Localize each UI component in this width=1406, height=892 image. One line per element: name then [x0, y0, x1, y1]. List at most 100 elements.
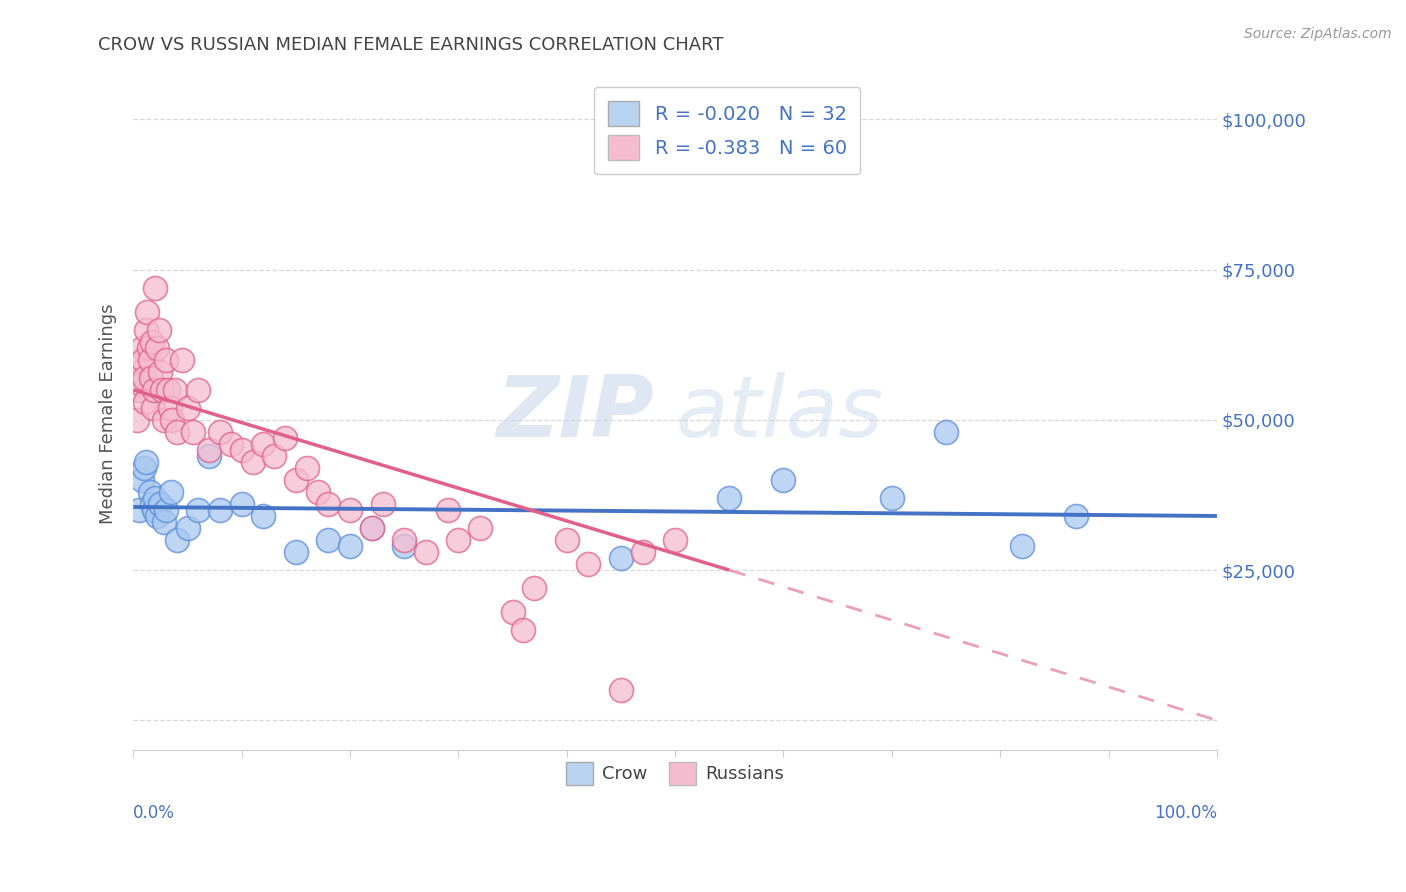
Point	[187, 383, 209, 397]
Point	[1064, 508, 1087, 523]
Point	[162, 413, 184, 427]
Point	[447, 533, 470, 547]
Point	[198, 442, 221, 457]
Point	[143, 491, 166, 505]
Point	[631, 545, 654, 559]
Point	[394, 539, 416, 553]
Point	[166, 533, 188, 547]
Point	[141, 334, 163, 349]
Point	[198, 449, 221, 463]
Point	[131, 341, 153, 355]
Point	[307, 485, 329, 500]
Point	[208, 425, 231, 439]
Point	[610, 551, 633, 566]
Point	[156, 383, 179, 397]
Point	[163, 383, 186, 397]
Point	[231, 497, 253, 511]
Point	[718, 491, 741, 505]
Point	[252, 508, 274, 523]
Point	[231, 442, 253, 457]
Point	[148, 323, 170, 337]
Point	[159, 401, 181, 415]
Point	[150, 383, 173, 397]
Point	[134, 395, 156, 409]
Point	[160, 485, 183, 500]
Point	[176, 521, 198, 535]
Y-axis label: Median Female Earnings: Median Female Earnings	[100, 303, 117, 524]
Point	[142, 503, 165, 517]
Point	[136, 304, 159, 318]
Point	[146, 508, 169, 523]
Point	[502, 605, 524, 619]
Text: 0.0%: 0.0%	[134, 805, 176, 822]
Point	[152, 413, 174, 427]
Point	[360, 521, 382, 535]
Point	[135, 455, 157, 469]
Text: atlas: atlas	[675, 372, 883, 455]
Point	[339, 503, 361, 517]
Point	[128, 503, 150, 517]
Point	[181, 425, 204, 439]
Point	[219, 437, 242, 451]
Point	[134, 371, 156, 385]
Legend: Crow, Russians: Crow, Russians	[558, 756, 792, 792]
Point	[166, 425, 188, 439]
Point	[339, 539, 361, 553]
Point	[360, 521, 382, 535]
Point	[512, 623, 534, 637]
Text: Source: ZipAtlas.com: Source: ZipAtlas.com	[1244, 27, 1392, 41]
Point	[394, 533, 416, 547]
Point	[132, 352, 155, 367]
Point	[610, 683, 633, 698]
Point	[295, 461, 318, 475]
Point	[125, 413, 148, 427]
Text: 100.0%: 100.0%	[1154, 805, 1218, 822]
Point	[134, 461, 156, 475]
Point	[935, 425, 957, 439]
Point	[523, 581, 546, 595]
Point	[284, 545, 307, 559]
Point	[131, 473, 153, 487]
Point	[139, 371, 162, 385]
Point	[578, 557, 600, 571]
Point	[415, 545, 437, 559]
Point	[252, 437, 274, 451]
Point	[143, 281, 166, 295]
Point	[1011, 539, 1033, 553]
Point	[142, 401, 165, 415]
Point	[187, 503, 209, 517]
Point	[664, 533, 686, 547]
Point	[129, 376, 152, 391]
Point	[128, 383, 150, 397]
Text: CROW VS RUSSIAN MEDIAN FEMALE EARNINGS CORRELATION CHART: CROW VS RUSSIAN MEDIAN FEMALE EARNINGS C…	[98, 36, 724, 54]
Point	[149, 497, 172, 511]
Point	[263, 449, 285, 463]
Point	[318, 533, 340, 547]
Point	[318, 497, 340, 511]
Point	[128, 365, 150, 379]
Point	[880, 491, 903, 505]
Point	[155, 503, 177, 517]
Point	[176, 401, 198, 415]
Point	[772, 473, 794, 487]
Point	[149, 365, 172, 379]
Point	[172, 352, 194, 367]
Point	[468, 521, 491, 535]
Point	[152, 515, 174, 529]
Point	[555, 533, 578, 547]
Point	[284, 473, 307, 487]
Point	[274, 431, 297, 445]
Point	[138, 341, 160, 355]
Point	[371, 497, 394, 511]
Text: ZIP: ZIP	[496, 372, 654, 455]
Point	[155, 352, 177, 367]
Point	[242, 455, 264, 469]
Point	[138, 352, 160, 367]
Point	[208, 503, 231, 517]
Point	[146, 341, 169, 355]
Point	[142, 383, 165, 397]
Point	[135, 323, 157, 337]
Point	[141, 497, 163, 511]
Point	[436, 503, 458, 517]
Point	[138, 485, 160, 500]
